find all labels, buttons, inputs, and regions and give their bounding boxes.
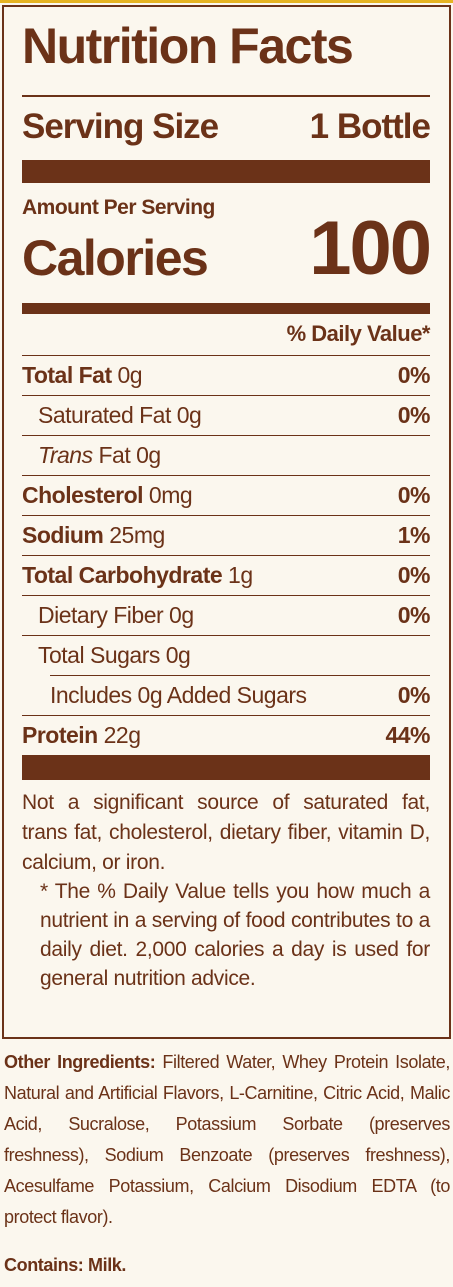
nutrient-amount: 0g bbox=[176, 402, 202, 428]
nutrient-name: Protein bbox=[22, 722, 98, 748]
nutrient-name: Cholesterol bbox=[22, 482, 144, 508]
nutrient-dv: 0% bbox=[397, 402, 431, 428]
nutrient-name: Total Carbohydrate bbox=[22, 562, 223, 588]
nutrient-amount: 0g bbox=[117, 362, 143, 388]
nutrient-amount: 0mg bbox=[148, 482, 193, 508]
title: Nutrition Facts bbox=[22, 18, 354, 74]
nutrient-row: Saturated Fat 0g 0% bbox=[22, 395, 431, 435]
calories-value: 100 bbox=[309, 206, 432, 291]
nutrient-amount: 1g bbox=[228, 562, 253, 588]
ingredients-text: Filtered Water, Whey Protein Isolate, Na… bbox=[4, 1052, 450, 1227]
nutrient-dv: 0% bbox=[397, 482, 431, 508]
nutrient-name: Dietary Fiber bbox=[38, 602, 164, 628]
ingredients: Other Ingredients: Filtered Water, Whey … bbox=[4, 1047, 450, 1233]
nutrient-amount: 0g bbox=[169, 602, 194, 628]
nutrient-name: Total Fat bbox=[22, 362, 112, 388]
nutrient-name: Includes 0g Added Sugars bbox=[50, 682, 307, 708]
nutrient-row: Sodium 25mg 1% bbox=[22, 515, 431, 555]
nutrient-dv: 1% bbox=[397, 522, 431, 548]
nutrient-dv: 0% bbox=[397, 602, 431, 628]
nutrient-dv: 0% bbox=[397, 562, 431, 588]
nutrient-amount: 25mg bbox=[109, 522, 165, 548]
ingredients-label: Other Ingredients: bbox=[4, 1052, 156, 1072]
nutrient-row: Cholesterol 0mg 0% bbox=[22, 475, 431, 515]
nutrient-row: Includes 0g Added Sugars 0% bbox=[50, 675, 431, 715]
nutrient-dv: 44% bbox=[385, 722, 430, 748]
nutrient-amount: 0g bbox=[136, 442, 161, 468]
nutrient-name: Fat bbox=[98, 442, 131, 468]
nutrient-row: Protein 22g 44% bbox=[22, 715, 430, 755]
amount-label: Amount Per Serving bbox=[22, 196, 215, 219]
thick-rule bbox=[22, 160, 430, 183]
nutrient-row: Total Sugars 0g bbox=[22, 635, 430, 675]
nutrient-name: Saturated Fat bbox=[38, 402, 171, 428]
nutrient-amount: 22g bbox=[103, 722, 141, 748]
nutrient-amount: 0g bbox=[165, 642, 191, 668]
nutrient-dv: 0% bbox=[397, 682, 431, 708]
nutrient-row: Total Carbohydrate 1g 0% bbox=[22, 555, 431, 595]
nutrient-name: Sodium bbox=[22, 522, 104, 548]
nutrient-name: Total Sugars bbox=[38, 642, 160, 668]
rule bbox=[22, 95, 430, 97]
dv-header: % Daily Value* bbox=[286, 321, 431, 346]
thick-rule bbox=[22, 755, 430, 780]
nutrient-row: Trans Fat 0g bbox=[22, 435, 430, 475]
nutrient-row: Total Fat 0g 0% bbox=[22, 355, 431, 395]
nutrient-name-italic: Trans bbox=[38, 442, 93, 468]
label-box bbox=[2, 5, 451, 1039]
serving-size: 1 Bottle bbox=[309, 107, 431, 146]
nutrient-row: Dietary Fiber 0g 0% bbox=[22, 595, 431, 635]
serving-size-label: Serving Size bbox=[22, 107, 219, 146]
thick-rule bbox=[22, 303, 430, 314]
note: Not a significant source of saturated fa… bbox=[22, 791, 430, 874]
contains: Contains: Milk. bbox=[4, 1255, 127, 1275]
footnote: * The % Daily Value tells you how much a… bbox=[40, 880, 430, 990]
calories-label: Calories bbox=[22, 230, 209, 286]
nutrient-dv: 0% bbox=[397, 362, 431, 388]
